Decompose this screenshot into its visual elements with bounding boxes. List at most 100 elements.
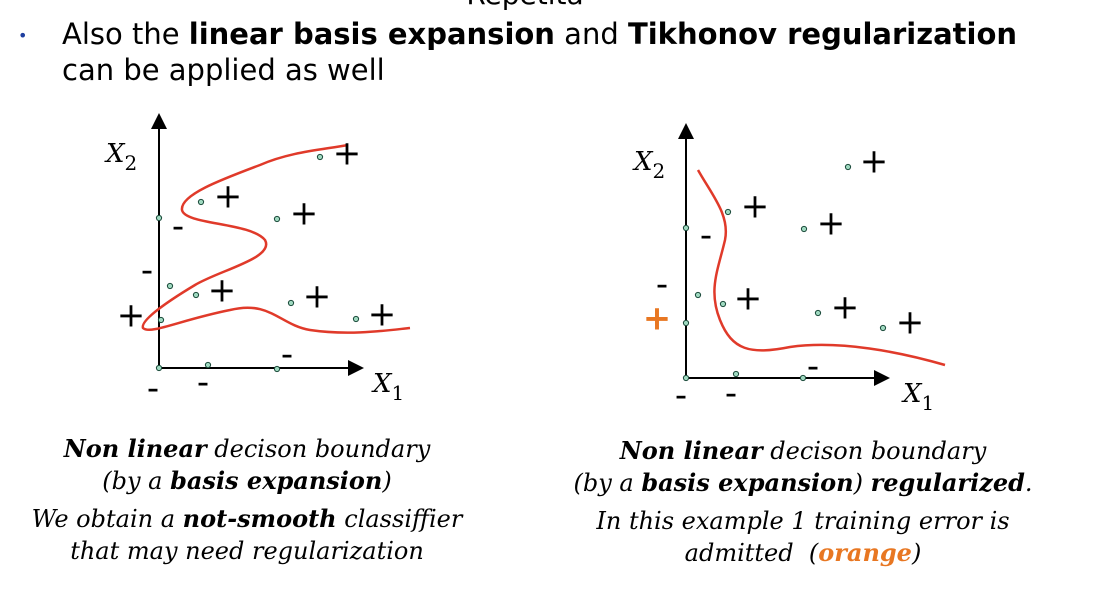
left-axes: [151, 113, 364, 376]
sample-dot: [197, 198, 205, 206]
axis-label-base: X: [901, 379, 923, 409]
right-axes: [678, 123, 890, 386]
caption-run: admitted (: [684, 539, 819, 567]
run: can be applied as well: [62, 53, 385, 87]
caption-line: We obtain a not-smooth classiffier: [7, 503, 487, 535]
caption-line: Non linear decison boundary: [563, 435, 1043, 467]
caption-line: Non linear decison boundary: [7, 433, 487, 465]
axis-label-sub: 2: [125, 151, 138, 175]
axis-label-base: X: [632, 147, 654, 177]
caption-line: (by a basis expansion) regularized.: [563, 467, 1043, 499]
caption-run: that may need regularization: [70, 537, 424, 565]
class-symbol: -: [675, 376, 687, 416]
caption-run: (by a: [102, 467, 171, 495]
caption-run: basis expansion: [641, 468, 854, 497]
class-symbol: -: [172, 207, 184, 247]
class-symbol: -: [281, 335, 293, 375]
sample-dot: [814, 309, 822, 317]
run: and: [554, 17, 628, 51]
class-symbol: +: [303, 277, 332, 317]
sample-dot: [157, 316, 165, 324]
axis-label: X2: [104, 139, 137, 175]
run: linear basis expansion: [188, 17, 555, 51]
caption-line: (by a basis expansion): [7, 465, 487, 497]
caption-run: not-smooth: [182, 504, 337, 533]
run: Tikhonov regularization: [627, 17, 1018, 51]
bullet-text: Also the linear basis expansion and Tikh…: [62, 16, 1017, 88]
sample-dot: [155, 364, 163, 372]
sample-dot: [204, 361, 212, 369]
class-symbol: +: [290, 194, 319, 234]
sample-dot: [799, 374, 807, 382]
axis-label-sub: 2: [653, 159, 666, 183]
class-symbol: +: [860, 142, 889, 182]
sample-dot: [287, 299, 295, 307]
sample-dot: [155, 214, 163, 222]
sample-dot: [682, 224, 690, 232]
class-symbol: -: [141, 251, 153, 291]
sample-dot: [694, 291, 702, 299]
class-symbol: +: [896, 303, 925, 343]
axis-label-base: X: [371, 369, 393, 399]
class-symbol: +: [831, 288, 860, 328]
sample-dot: [316, 153, 324, 161]
class-symbol: +: [214, 177, 243, 217]
sample-dot: [352, 315, 360, 323]
class-symbol: +: [117, 296, 146, 336]
sample-dot: [724, 208, 732, 216]
axis-label: X2: [632, 147, 665, 183]
sample-dot: [844, 163, 852, 171]
sample-dot: [682, 374, 690, 382]
bullet-dot: •: [18, 26, 28, 45]
sample-dot: [682, 319, 690, 327]
class-symbol: +: [643, 299, 672, 339]
axis-label: X1: [371, 369, 404, 405]
run: Also the: [62, 17, 189, 51]
caption-run: ): [382, 467, 392, 495]
sample-dot: [800, 225, 808, 233]
sample-dot: [879, 324, 887, 332]
caption-run: decison boundary: [762, 437, 987, 465]
class-symbol: +: [734, 279, 763, 319]
regularized-curve: [696, 169, 946, 367]
sample-dot: [192, 291, 200, 299]
sample-dot: [273, 215, 281, 223]
class-symbol: -: [807, 347, 819, 387]
caption-line: that may need regularization: [7, 535, 487, 567]
class-symbol: -: [700, 216, 712, 256]
axis-label-base: X: [104, 139, 126, 169]
caption-left: Non linear decison boundary (by a basis e…: [7, 433, 487, 567]
class-symbol: +: [333, 134, 362, 174]
class-symbol: -: [725, 374, 737, 414]
caption-run: (by a: [573, 469, 642, 497]
class-symbol: +: [368, 295, 397, 335]
caption-run: Non linear: [619, 436, 763, 465]
axis-label-sub: 1: [922, 391, 935, 415]
caption-line: In this example 1 training error is: [563, 505, 1043, 537]
class-symbol: +: [208, 271, 237, 311]
caption-run: basis expansion: [170, 466, 383, 495]
caption-run: decison boundary: [206, 435, 431, 463]
class-symbol: -: [656, 265, 668, 305]
class-symbol: -: [147, 369, 159, 409]
caption-run: We obtain a: [31, 505, 183, 533]
caption-line: admitted (orange): [563, 537, 1043, 569]
title: Repetita: [0, 0, 1050, 11]
boundary-curve: [141, 143, 411, 334]
sample-dot: [732, 370, 740, 378]
caption-run: classiffier: [336, 505, 463, 533]
caption-run: In this example 1 training error is: [596, 507, 1010, 535]
sample-dot: [719, 300, 727, 308]
axis-label-sub: 1: [392, 381, 405, 405]
caption-run: orange: [818, 538, 912, 567]
caption-run: .: [1024, 469, 1033, 497]
sample-dot: [273, 365, 281, 373]
caption-run: ): [911, 539, 922, 567]
class-symbol: +: [741, 187, 770, 227]
caption-right: Non linear decison boundary (by a basis e…: [563, 435, 1043, 569]
class-symbol: -: [197, 363, 209, 403]
caption-run: ): [853, 469, 871, 497]
caption-run: Non linear: [63, 434, 207, 463]
